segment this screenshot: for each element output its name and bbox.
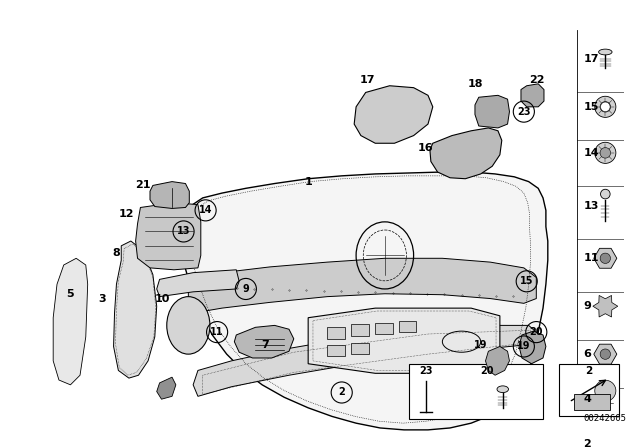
Circle shape [600,147,611,158]
Text: 11: 11 [211,327,224,337]
Ellipse shape [497,386,509,392]
Text: 3: 3 [99,293,106,304]
Polygon shape [430,128,502,179]
Text: 23: 23 [517,107,531,116]
Ellipse shape [600,189,610,199]
Text: 2: 2 [586,366,593,376]
Text: 19: 19 [474,340,488,349]
Polygon shape [53,258,88,385]
Text: 17: 17 [360,75,375,85]
FancyBboxPatch shape [399,321,417,332]
Text: 16: 16 [417,143,433,153]
Text: 10: 10 [155,293,170,304]
Circle shape [600,253,611,263]
Polygon shape [150,181,189,208]
Polygon shape [136,202,201,270]
Text: 7: 7 [261,340,269,349]
Text: 20: 20 [481,366,494,376]
Polygon shape [188,258,536,314]
Text: 1: 1 [304,177,312,187]
Polygon shape [179,172,548,430]
FancyBboxPatch shape [559,364,619,417]
Text: 8: 8 [113,248,120,258]
Circle shape [594,433,617,448]
Polygon shape [475,95,509,128]
Text: 15: 15 [583,102,598,112]
Ellipse shape [167,297,210,354]
FancyBboxPatch shape [409,364,543,419]
Circle shape [600,349,611,359]
Text: 13: 13 [177,226,190,237]
FancyBboxPatch shape [351,343,369,354]
Polygon shape [234,325,294,358]
Text: 11: 11 [583,253,599,263]
Circle shape [600,102,610,112]
Polygon shape [593,295,618,317]
Text: 4: 4 [583,394,591,404]
Polygon shape [113,241,157,378]
Text: 21: 21 [136,181,151,190]
Text: 00242605: 00242605 [584,414,627,423]
Polygon shape [157,377,176,399]
FancyBboxPatch shape [573,394,610,410]
Polygon shape [519,331,546,364]
Text: 2: 2 [583,439,591,448]
Text: 18: 18 [467,79,483,89]
FancyBboxPatch shape [351,324,369,336]
Text: 2: 2 [339,388,345,397]
Text: 22: 22 [529,75,545,85]
Text: 20: 20 [529,327,543,337]
Polygon shape [193,325,536,396]
Ellipse shape [598,49,612,55]
Text: 14: 14 [199,205,212,215]
Text: 17: 17 [583,54,599,64]
Text: 19: 19 [517,341,531,352]
Circle shape [595,142,616,164]
Text: 9: 9 [243,284,249,294]
Text: 9: 9 [583,301,591,311]
FancyBboxPatch shape [327,327,344,339]
Text: 6: 6 [583,349,591,359]
Text: 5: 5 [67,289,74,299]
FancyBboxPatch shape [375,323,392,334]
Polygon shape [157,270,239,297]
Circle shape [600,439,611,448]
Polygon shape [486,346,509,375]
Polygon shape [594,344,617,364]
Text: 13: 13 [583,201,598,211]
Polygon shape [521,84,544,107]
Text: 12: 12 [118,209,134,219]
Polygon shape [594,248,617,268]
FancyBboxPatch shape [327,345,344,356]
Circle shape [595,380,616,401]
Text: 14: 14 [583,148,599,158]
Polygon shape [354,86,433,143]
Text: 23: 23 [419,366,433,376]
Circle shape [600,102,611,112]
Polygon shape [308,308,500,373]
Circle shape [595,96,616,117]
Text: 15: 15 [520,276,534,286]
